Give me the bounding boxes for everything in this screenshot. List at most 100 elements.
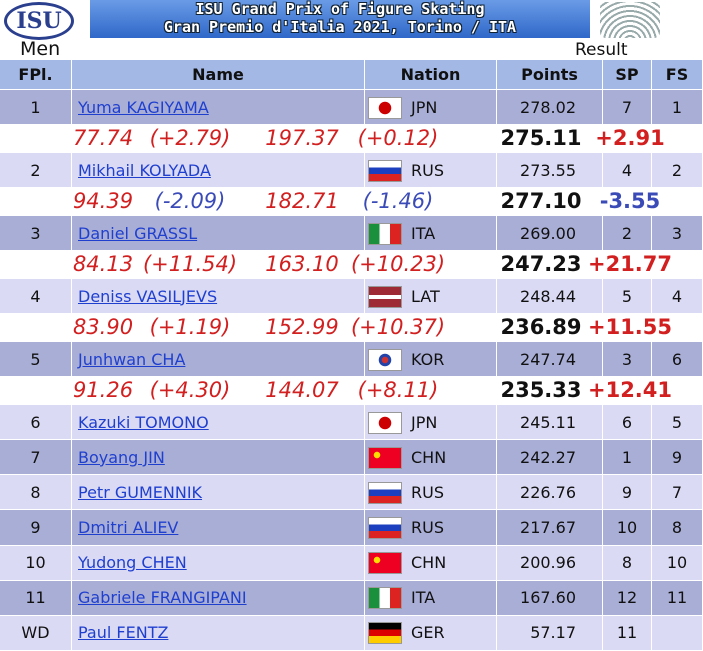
name-cell[interactable]: Junhwan CHA [72, 342, 365, 377]
points-cell: 278.02 [497, 90, 603, 125]
sp-cell: 3 [603, 342, 652, 377]
comparison-value: (-1.46) [362, 189, 434, 213]
sp-cell: 9 [603, 475, 652, 511]
sp-cell: 2 [603, 216, 652, 251]
place-cell: 6 [0, 405, 72, 441]
points-cell: 248.44 [497, 279, 603, 314]
flag [368, 96, 402, 119]
points-cell: 245.11 [497, 405, 603, 441]
place-cell: 11 [0, 580, 72, 616]
comparison-value: (-2.09) [154, 189, 226, 213]
comparison-value: (+8.11) [357, 378, 439, 402]
comparison-value: 277.10 [500, 189, 582, 213]
fs-header: FS [652, 60, 703, 90]
sp-cell: 1 [603, 440, 652, 476]
name-cell[interactable]: Boyang JIN [72, 440, 365, 476]
result-label: Result [575, 40, 628, 60]
name-cell[interactable]: Gabriele FRANGIPANI [72, 580, 365, 616]
fs-cell: 2 [652, 153, 703, 188]
comparison-value: 247.23 [500, 252, 582, 276]
event-logo [600, 2, 660, 38]
comparison-value: (+0.12) [357, 126, 439, 150]
fs-cell: 6 [652, 342, 703, 377]
place-cell: 7 [0, 440, 72, 476]
comparison-value: 84.13 [72, 252, 134, 276]
place-cell: WD [0, 615, 72, 651]
flag [368, 348, 402, 371]
points-cell: 226.76 [497, 475, 603, 511]
comparison-row [0, 377, 703, 405]
name-cell[interactable]: Yuma KAGIYAMA [72, 90, 365, 125]
flag [368, 222, 402, 245]
flag [368, 552, 402, 575]
fs-cell: 4 [652, 279, 703, 314]
comparison-value: (+1.19) [149, 315, 231, 339]
comparison-value: 182.71 [265, 189, 339, 213]
comparison-value: +21.77 [587, 252, 673, 276]
nation-header: Nation [365, 60, 497, 90]
flag [368, 517, 402, 539]
sp-cell: 4 [603, 153, 652, 188]
comparison-value: (+4.30) [149, 378, 231, 402]
points-cell: 217.67 [497, 510, 603, 546]
place-header: FPl. [0, 60, 72, 90]
points-header: Points [497, 60, 603, 90]
comparison-value: +11.55 [587, 315, 673, 339]
points-cell: 57.17 [497, 615, 603, 651]
sp-cell: 11 [603, 615, 652, 651]
comparison-value: (+2.79) [149, 126, 231, 150]
comparison-value: 91.26 [72, 378, 134, 402]
comparison-value: 144.07 [265, 378, 339, 402]
flag [368, 285, 402, 308]
name-header: Name [72, 60, 365, 90]
comparison-value: -3.55 [599, 189, 661, 213]
place-cell: 9 [0, 510, 72, 546]
fs-cell: 7 [652, 475, 703, 511]
comparison-value: (+10.37) [350, 315, 446, 339]
comparison-row [0, 125, 703, 153]
name-cell[interactable]: Yudong CHEN [72, 545, 365, 581]
flag [368, 446, 402, 469]
flag [368, 159, 402, 182]
comparison-value: 163.10 [265, 252, 339, 276]
sp-cell: 6 [603, 405, 652, 441]
comparison-row [0, 251, 703, 279]
sp-cell: 7 [603, 90, 652, 125]
place-cell: 4 [0, 279, 72, 314]
points-cell: 167.60 [497, 580, 603, 616]
comparison-value: 77.74 [72, 126, 134, 150]
nation-cell: GER [365, 615, 497, 651]
sp-cell: 10 [603, 510, 652, 546]
name-cell[interactable]: Dmitri ALIEV [72, 510, 365, 546]
fs-cell: 11 [652, 580, 703, 616]
fs-cell: 5 [652, 405, 703, 441]
name-cell[interactable]: Mikhail KOLYADA [72, 153, 365, 188]
name-cell[interactable]: Petr GUMENNIK [72, 475, 365, 511]
comparison-value: 235.33 [500, 378, 582, 402]
points-cell: 273.55 [497, 153, 603, 188]
flag [368, 622, 402, 645]
name-cell[interactable]: Deniss VASILJEVS [72, 279, 365, 314]
fs-cell: 8 [652, 510, 703, 546]
fs-cell: 3 [652, 216, 703, 251]
place-cell: 1 [0, 90, 72, 125]
nation-cell: ITA [365, 216, 497, 251]
comparison-value: (+10.23) [350, 252, 446, 276]
flag [368, 587, 402, 610]
comparison-value: 152.99 [265, 315, 339, 339]
points-cell: 242.27 [497, 440, 603, 476]
title-line: ISU Grand Prix of Figure Skating [195, 0, 485, 18]
comparison-value: (+11.54) [142, 252, 238, 276]
banner: ISU Grand Prix of Figure Skating Gran Pr… [90, 0, 590, 38]
points-cell: 247.74 [497, 342, 603, 377]
comparison-value: 83.90 [72, 315, 134, 339]
title-line: Gran Premio d'Italia 2021, Torino / ITA [163, 18, 517, 36]
comparison-row [0, 188, 703, 216]
fs-cell [652, 615, 703, 651]
place-cell: 10 [0, 545, 72, 581]
name-cell[interactable]: Kazuki TOMONO [72, 405, 365, 441]
name-cell[interactable]: Daniel GRASSL [72, 216, 365, 251]
name-cell[interactable]: Paul FENTZ [72, 615, 365, 651]
sp-header: SP [603, 60, 652, 90]
